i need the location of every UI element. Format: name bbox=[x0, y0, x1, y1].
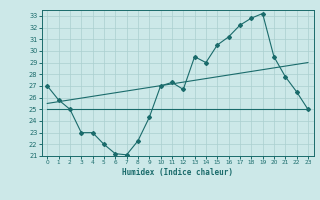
X-axis label: Humidex (Indice chaleur): Humidex (Indice chaleur) bbox=[122, 168, 233, 177]
